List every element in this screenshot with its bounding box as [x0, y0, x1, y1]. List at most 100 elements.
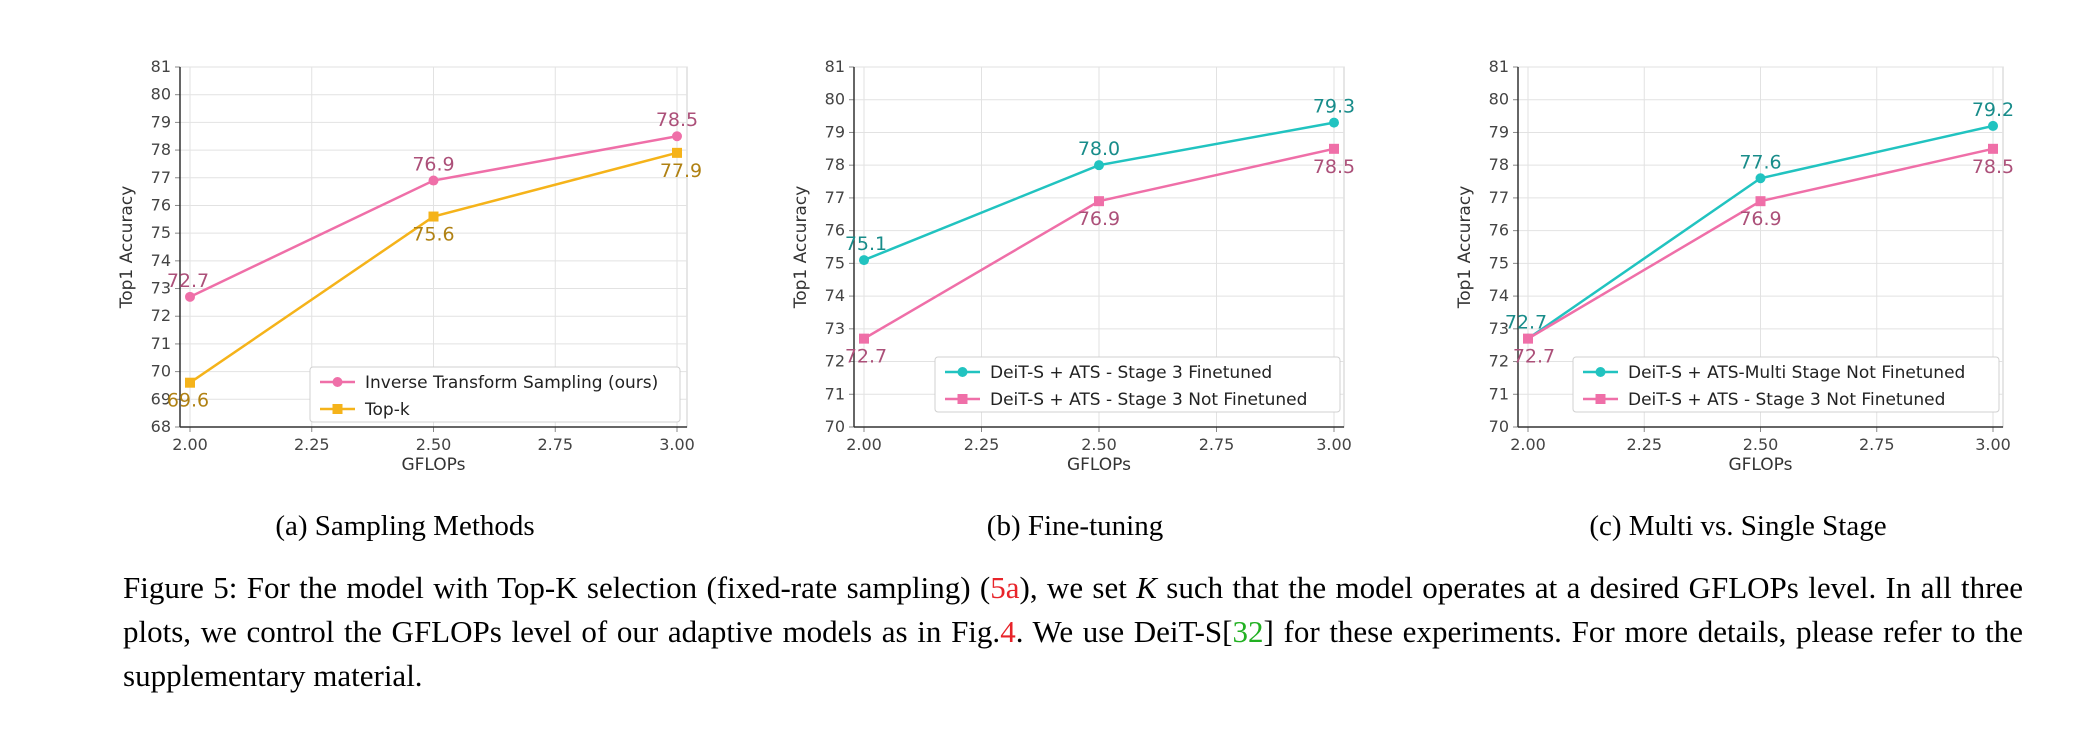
- legend-entry-1: DeiT-S + ATS - Stage 3 Finetuned: [990, 363, 1272, 383]
- x-axis-label: GFLOPs: [1067, 455, 1131, 475]
- y-axis-label: Top1 Accuracy: [791, 186, 811, 310]
- data-point-square: [428, 211, 439, 222]
- caption-text-1: Figure 5: For the model with Top-K selec…: [123, 570, 991, 605]
- legend-entry-1: Inverse Transform Sampling (ours): [365, 373, 658, 393]
- y-axis-label: Top1 Accuracy: [1455, 186, 1475, 310]
- data-point-square: [185, 377, 195, 388]
- y-tick-label: 71: [1489, 384, 1509, 403]
- y-tick-label: 81: [825, 57, 845, 76]
- data-point-square: [1523, 333, 1533, 344]
- x-tick-label: 2.00: [172, 435, 208, 454]
- data-label: 76.9: [412, 154, 454, 176]
- y-tick-label: 76: [151, 195, 171, 214]
- y-tick-label: 72: [825, 352, 845, 371]
- y-tick-label: 77: [151, 168, 171, 187]
- y-tick-label: 80: [1489, 90, 1509, 109]
- y-tick-label: 78: [151, 140, 171, 159]
- data-label: 76.9: [1078, 208, 1120, 230]
- y-tick-label: 69: [151, 389, 171, 408]
- data-point-square: [1094, 196, 1104, 207]
- y-tick-label: 71: [151, 334, 171, 353]
- caption-ref-5a[interactable]: 5a: [990, 570, 1020, 605]
- data-label: 72.7: [1505, 312, 1547, 334]
- legend-marker-square: [332, 404, 343, 414]
- y-tick-label: 80: [151, 85, 171, 104]
- data-label: 75.6: [412, 224, 454, 246]
- data-point-circle: [1988, 120, 1998, 131]
- data-label: 78.5: [656, 109, 698, 131]
- legend-marker-circle: [957, 367, 968, 377]
- subfigure-caption: (a) Sampling Methods: [275, 510, 534, 542]
- data-label: 78.0: [1078, 138, 1120, 160]
- legend-marker-square: [957, 394, 968, 404]
- y-tick-label: 72: [151, 306, 171, 325]
- y-tick-label: 77: [825, 188, 845, 207]
- x-tick-label: 3.00: [659, 435, 695, 454]
- figure-caption: Figure 5: For the model with Top-K selec…: [123, 566, 2023, 698]
- legend-marker-circle: [332, 377, 343, 387]
- data-point-circle: [1755, 173, 1766, 184]
- data-label: 79.2: [1972, 99, 2014, 121]
- data-label: 77.6: [1739, 151, 1781, 173]
- data-label: 77.9: [660, 160, 702, 182]
- data-label: 78.5: [1313, 156, 1355, 178]
- x-tick-label: 2.50: [1743, 435, 1779, 454]
- data-point-square: [859, 333, 869, 344]
- chart-panel-1: 68 69 70 71 72 73 74 75 76 77 78 79 80 81 2.00 2.25 2.50…: [117, 57, 702, 542]
- y-tick-label: 73: [151, 279, 171, 298]
- data-point-circle: [428, 175, 439, 186]
- y-tick-label: 74: [151, 251, 171, 270]
- y-tick-label: 75: [825, 253, 845, 272]
- subfigure-caption: (b) Fine-tuning: [987, 510, 1163, 542]
- y-tick-label: 73: [825, 319, 845, 338]
- data-point-square: [672, 147, 682, 158]
- y-tick-label: 74: [1489, 286, 1509, 305]
- x-tick-label: 2.00: [846, 435, 882, 454]
- data-label: 72.7: [845, 346, 887, 368]
- data-label: 75.1: [845, 233, 887, 255]
- x-tick-label: 2.25: [294, 435, 330, 454]
- x-axis-label: GFLOPs: [1728, 455, 1792, 475]
- y-tick-label: 75: [151, 223, 171, 242]
- x-tick-label: 3.00: [1975, 435, 2011, 454]
- x-tick-label: 2.00: [1510, 435, 1546, 454]
- data-point-square: [1755, 196, 1766, 207]
- x-tick-label: 2.25: [1626, 435, 1662, 454]
- data-point-circle: [185, 291, 195, 302]
- data-label: 72.7: [167, 270, 209, 292]
- y-tick-label: 70: [825, 417, 845, 436]
- caption-ref-fig4[interactable]: 4: [1000, 614, 1016, 649]
- data-label: 76.9: [1739, 208, 1781, 230]
- chart-panel-3: 70 71 72 73 74 75 76 77 78 79 80 81 2.00 2.25 2.50 2.75…: [1455, 57, 2014, 542]
- data-point-circle: [672, 131, 682, 142]
- caption-k-symbol: K: [1136, 570, 1157, 605]
- legend-marker-square: [1595, 394, 1606, 404]
- data-label: 72.7: [1513, 346, 1555, 368]
- caption-ref-32[interactable]: 32: [1232, 614, 1264, 649]
- x-tick-label: 2.50: [416, 435, 452, 454]
- chart-panel-2: 70 71 72 73 74 75 76 77 78 79 80 81 2.00 2.25 2.50 2.75…: [791, 57, 1355, 542]
- y-tick-label: 80: [825, 90, 845, 109]
- y-tick-label: 76: [825, 221, 845, 240]
- x-tick-label: 2.75: [537, 435, 573, 454]
- y-tick-label: 75: [1489, 253, 1509, 272]
- data-point-square: [1329, 143, 1339, 154]
- legend-entry-2: DeiT-S + ATS - Stage 3 Not Finetuned: [1628, 390, 1945, 410]
- y-tick-label: 74: [825, 286, 845, 305]
- y-axis-label: Top1 Accuracy: [117, 186, 137, 310]
- legend-box: [1572, 356, 2000, 413]
- y-tick-label: 77: [1489, 188, 1509, 207]
- y-tick-label: 72: [1489, 352, 1509, 371]
- legend-marker-circle: [1595, 367, 1606, 377]
- x-tick-label: 2.75: [1199, 435, 1235, 454]
- x-tick-label: 2.75: [1859, 435, 1895, 454]
- y-tick-label: 81: [151, 57, 171, 76]
- data-label: 69.6: [167, 390, 209, 412]
- y-tick-label: 71: [825, 384, 845, 403]
- data-point-circle: [859, 255, 869, 266]
- y-tick-label: 70: [1489, 417, 1509, 436]
- y-tick-label: 81: [1489, 57, 1509, 76]
- y-tick-label: 79: [1489, 122, 1509, 141]
- data-point-circle: [1094, 160, 1104, 171]
- y-tick-label: 76: [1489, 221, 1509, 240]
